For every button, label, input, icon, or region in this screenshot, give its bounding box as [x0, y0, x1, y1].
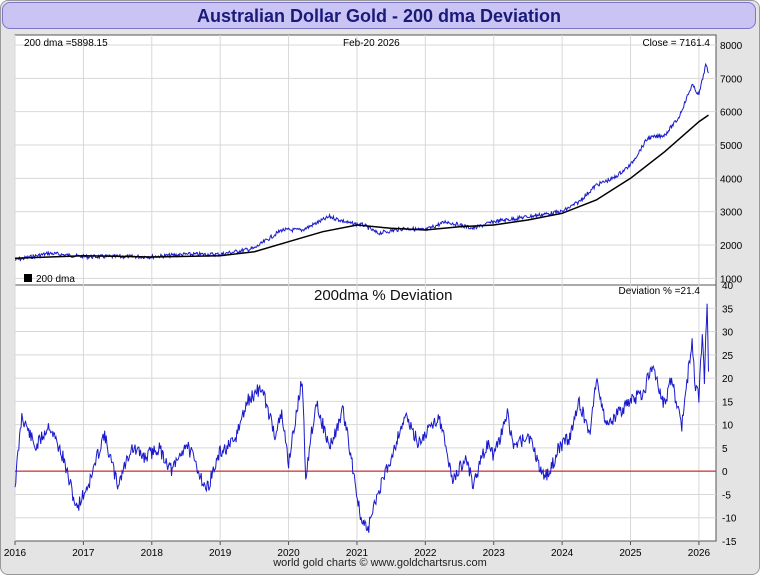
- y-tick-label-price: 6000: [720, 108, 743, 119]
- deviation-panel-title: 200dma % Deviation: [314, 287, 452, 304]
- y-tick-label-price: 5000: [720, 141, 743, 152]
- y-tick-label-deviation: -5: [722, 490, 731, 501]
- y-tick-label-deviation: 5: [722, 444, 728, 455]
- y-tick-label-deviation: 40: [722, 281, 734, 292]
- x-tick-label: 2016: [4, 548, 27, 559]
- y-tick-label-deviation: 35: [722, 304, 734, 315]
- legend-label: 200 dma: [36, 274, 75, 285]
- dma-series-line: [14, 114, 709, 260]
- y-tick-label-deviation: 20: [722, 374, 734, 385]
- y-tick-label-price: 4000: [720, 174, 743, 185]
- y-tick-label-deviation: 10: [722, 421, 734, 432]
- x-tick-label: 2019: [209, 548, 232, 559]
- y-tick-label-deviation: 30: [722, 328, 734, 339]
- x-tick-label: 2025: [619, 548, 642, 559]
- y-tick-label-deviation: 0: [722, 467, 728, 478]
- chart-title: Australian Dollar Gold - 200 dma Deviati…: [196, 6, 562, 26]
- close-info: Close = 7161.4: [642, 38, 710, 49]
- y-tick-label-price: 3000: [720, 208, 743, 219]
- y-tick-label-deviation: 15: [722, 397, 734, 408]
- legend-swatch: [24, 274, 32, 282]
- y-tick-label-deviation: 25: [722, 351, 734, 362]
- deviation-info: Deviation % =21.4: [619, 286, 701, 297]
- y-tick-label-price: 7000: [720, 74, 743, 85]
- date-info: Feb-20 2026: [343, 38, 400, 49]
- x-tick-label: 2021: [346, 548, 369, 559]
- x-tick-label: 2024: [551, 548, 574, 559]
- footer-credit: world gold charts © www.goldchartsrus.co…: [273, 557, 487, 569]
- y-tick-label-deviation: -15: [722, 537, 737, 548]
- x-tick-label: 2018: [141, 548, 164, 559]
- x-tick-label: 2020: [277, 548, 300, 559]
- x-tick-label: 2022: [414, 548, 437, 559]
- y-tick-label-price: 2000: [720, 241, 743, 252]
- x-tick-label: 2017: [72, 548, 95, 559]
- x-tick-label: 2026: [688, 548, 711, 559]
- y-tick-label-deviation: -10: [722, 514, 737, 525]
- plot-area: [14, 34, 717, 542]
- x-tick-label: 2023: [483, 548, 506, 559]
- dma-info: 200 dma =5898.15: [24, 38, 108, 49]
- y-tick-label-price: 1000: [720, 274, 743, 285]
- y-tick-label-price: 8000: [720, 41, 743, 52]
- deviation-series-line: [14, 303, 709, 533]
- chart-title-bar: Australian Dollar Gold - 200 dma Deviati…: [2, 2, 756, 29]
